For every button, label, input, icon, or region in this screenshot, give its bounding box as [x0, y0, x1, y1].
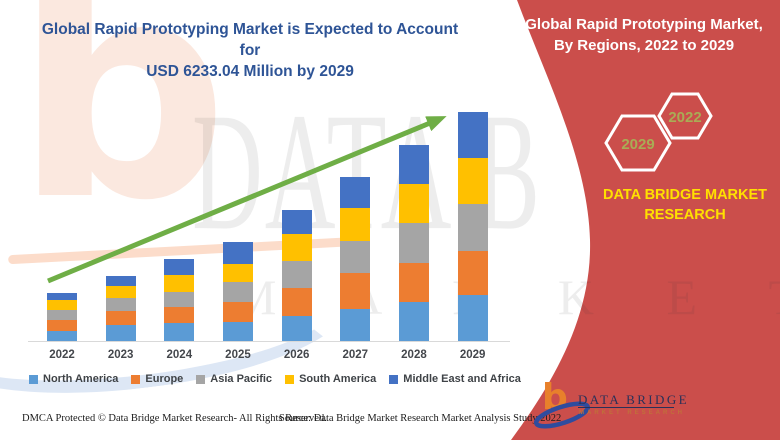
legend-item-europe: Europe [131, 373, 183, 385]
year-hexagons: 2022 2029 [604, 92, 713, 172]
bar-segment-2022-middle-east-and-africa [47, 292, 77, 301]
chart-title-line2: USD 6233.04 Million by 2029 [146, 63, 354, 80]
bar-segment-2023-asia-pacific [105, 298, 136, 311]
bar-segment-2023-north-america [105, 325, 136, 341]
legend-item-south-america: South America [285, 373, 376, 385]
legend-label: North America [43, 373, 119, 385]
legend-item-north-america: North America [29, 373, 118, 385]
brand-name-line2: RESEARCH [644, 207, 726, 223]
bar-segment-2024-north-america [164, 323, 195, 341]
chart-title-line1: Global Rapid Prototyping Market is Expec… [41, 21, 459, 59]
legend-label: Europe [145, 373, 184, 385]
bar-segment-2029-south-america [457, 157, 488, 205]
x-axis-label-2026: 2026 [283, 349, 310, 361]
bar-segment-2029-asia-pacific [457, 204, 488, 251]
bar-segment-2028-north-america [398, 302, 429, 341]
x-axis-label-2023: 2023 [107, 349, 134, 361]
hexagon-2022-label: 2022 [668, 109, 701, 126]
legend-label: Asia Pacific [210, 373, 273, 385]
bar-segment-2025-asia-pacific [222, 281, 253, 302]
legend-swatch [196, 374, 206, 384]
legend-swatch [389, 374, 399, 384]
bar-segment-2029-middle-east-and-africa [457, 112, 488, 158]
bar-segment-2022-europe [47, 320, 77, 332]
bar-segment-2026-europe [281, 287, 312, 317]
legend-swatch [131, 374, 141, 384]
dmca-notice: DMCA Protected © Data Bridge Market Rese… [22, 413, 327, 424]
logo-underline [578, 407, 674, 408]
logo-swoosh-icon [533, 401, 591, 429]
x-axis-label-2028: 2028 [401, 349, 427, 361]
legend-label: South America [299, 373, 377, 385]
bar-segment-2023-south-america [105, 286, 136, 299]
brand-name: DATA BRIDGE MARKET RESEARCH [572, 185, 780, 225]
bar-segment-2029-north-america [457, 295, 488, 341]
legend-item-middle-east-and-africa: Middle East and Africa [389, 373, 521, 385]
logo-sub-text: MARKET RESEARCH [579, 410, 686, 416]
bar-segment-2022-south-america [47, 300, 77, 311]
legend-swatch [285, 374, 295, 384]
bar-segment-2025-north-america [222, 322, 253, 341]
data-bridge-logo: b DATA BRIDGE MARKET RESEARCH [533, 380, 713, 435]
legend-item-asia-pacific: Asia Pacific [196, 373, 272, 385]
hexagon-2029 [604, 114, 672, 172]
hexagon-2029-label: 2029 [621, 136, 654, 153]
source-note: Source: Data Bridge Market Research Mark… [279, 413, 562, 424]
bar-segment-2022-asia-pacific [47, 310, 77, 321]
bar-segment-2024-asia-pacific [164, 291, 195, 307]
x-axis-label-2027: 2027 [342, 349, 369, 361]
x-axis-label-2025: 2025 [225, 349, 251, 361]
x-axis-label-2024: 2024 [166, 349, 193, 361]
bar-segment-2026-north-america [281, 316, 312, 341]
right-panel-title-line2: By Regions, 2022 to 2029 [553, 37, 735, 54]
x-axis-label-2022: 2022 [49, 349, 75, 361]
x-axis-line [28, 341, 510, 342]
bar-segment-2025-europe [222, 301, 253, 323]
x-axis-label-2029: 2029 [459, 349, 486, 361]
bar-segment-2027-north-america [340, 308, 371, 341]
brand-name-line1: DATA BRIDGE MARKET [602, 187, 768, 203]
bar-segment-2023-europe [105, 310, 136, 326]
bar-segment-2022-north-america [47, 331, 77, 341]
bar-segment-2029-europe [457, 251, 488, 296]
legend-swatch [29, 374, 38, 384]
right-panel-title: Global Rapid Prototyping Market, By Regi… [512, 14, 776, 56]
logo-brand-text: DATA BRIDGE [578, 392, 689, 407]
hexagon-2022 [657, 92, 713, 140]
bar-segment-2024-europe [164, 306, 195, 324]
chart-legend: North America Europe Asia Pacific South Ame… [29, 373, 521, 385]
right-panel-title-line1: Global Rapid Prototyping Market, [525, 16, 763, 33]
legend-label: Middle East and Africa [403, 373, 521, 385]
chart-title: Global Rapid Prototyping Market is Expec… [35, 19, 465, 82]
red-swoosh-path [511, 0, 780, 440]
